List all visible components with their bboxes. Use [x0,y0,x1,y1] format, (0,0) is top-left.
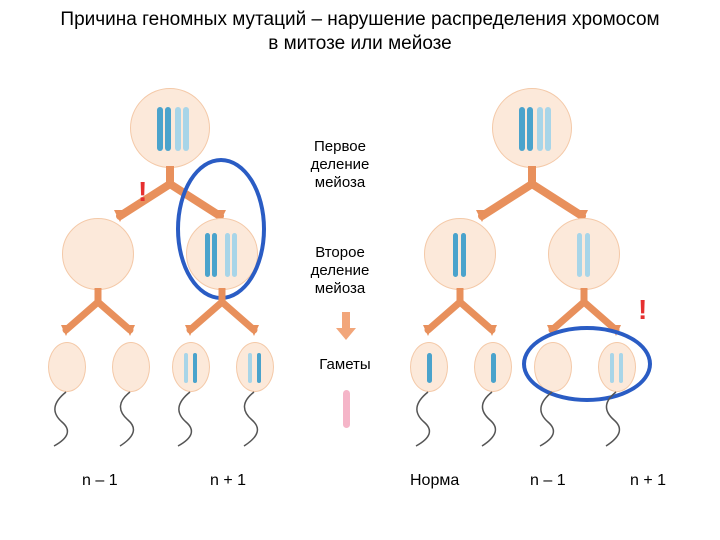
label-n-plus: n + 1 [210,472,246,490]
parent-cell-right [492,88,572,168]
sperm-tail [36,388,96,448]
exclamation-icon: ! [638,294,647,326]
chromosome [175,107,181,151]
sperm-tail [398,388,458,448]
gamete-empty [48,342,86,392]
sperm-tail [586,388,646,448]
chromosome [165,107,171,151]
gamete-empty [112,342,150,392]
chromosome [184,353,188,383]
mid-cell-one [548,218,620,290]
y-arrow [48,288,148,340]
chromosome [527,107,533,151]
sperm-tail [522,388,582,448]
highlight-oval [176,158,266,300]
gamete-two [172,342,210,392]
mid-cell-one [424,218,496,290]
exclamation-icon: ! [138,176,147,208]
chromosome [585,233,590,277]
gamete-one [474,342,512,392]
label-second-division: Второе деление мейоза [290,244,390,298]
chromosome [461,233,466,277]
sperm-tail [100,388,160,448]
sperm-tail [160,388,220,448]
chromosome [519,107,525,151]
y-arrow [410,288,510,340]
chromosome [193,353,197,383]
sperm-tail [462,388,522,448]
chromosome [577,233,582,277]
chromosome [257,353,261,383]
chromosome [183,107,189,151]
label-gametes: Гаметы [310,356,380,374]
y-arrow [462,166,602,224]
parent-cell-left [130,88,210,168]
norm-chromosome [343,390,350,428]
chromosome [248,353,252,383]
chromosome [491,353,496,383]
chromosome [157,107,163,151]
diagram-area: ! [0,58,720,538]
chromosome [453,233,458,277]
label-n-minus: n – 1 [530,472,566,490]
gamete-one [410,342,448,392]
label-n-minus: n – 1 [82,472,118,490]
gamete-two [236,342,274,392]
page-title: Причина геномных мутаций – нарушение рас… [0,0,720,58]
chromosome [537,107,543,151]
label-first-division: Первое деление мейоза [290,138,390,192]
sperm-tail [224,388,284,448]
label-n-plus: n + 1 [630,472,666,490]
mid-cell-empty [62,218,134,290]
chromosome [427,353,432,383]
y-arrow [172,288,272,340]
chromosome [545,107,551,151]
label-norm: Норма [410,472,459,490]
down-arrow-icon [334,312,358,342]
